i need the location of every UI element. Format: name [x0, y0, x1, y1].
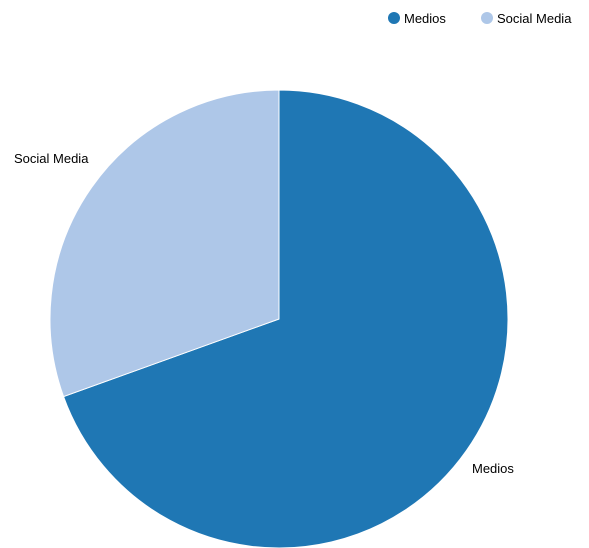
slice-label-social-media: Social Media: [14, 151, 89, 166]
legend-item-medios-icon[interactable]: [388, 12, 400, 24]
pie-slice-social-media[interactable]: [49, 89, 280, 398]
pie-slice-medios[interactable]: [62, 89, 509, 548]
pie-slices: [49, 89, 509, 548]
legend-item-social-media-label[interactable]: Social Media: [497, 11, 572, 26]
chart-legend: Medios Social Media: [388, 11, 572, 26]
slice-label-medios: Medios: [472, 461, 514, 476]
pie-slice-labels: Medios Social Media: [14, 151, 514, 476]
legend-item-medios-label[interactable]: Medios: [404, 11, 446, 26]
legend-item-social-media-icon[interactable]: [481, 12, 493, 24]
